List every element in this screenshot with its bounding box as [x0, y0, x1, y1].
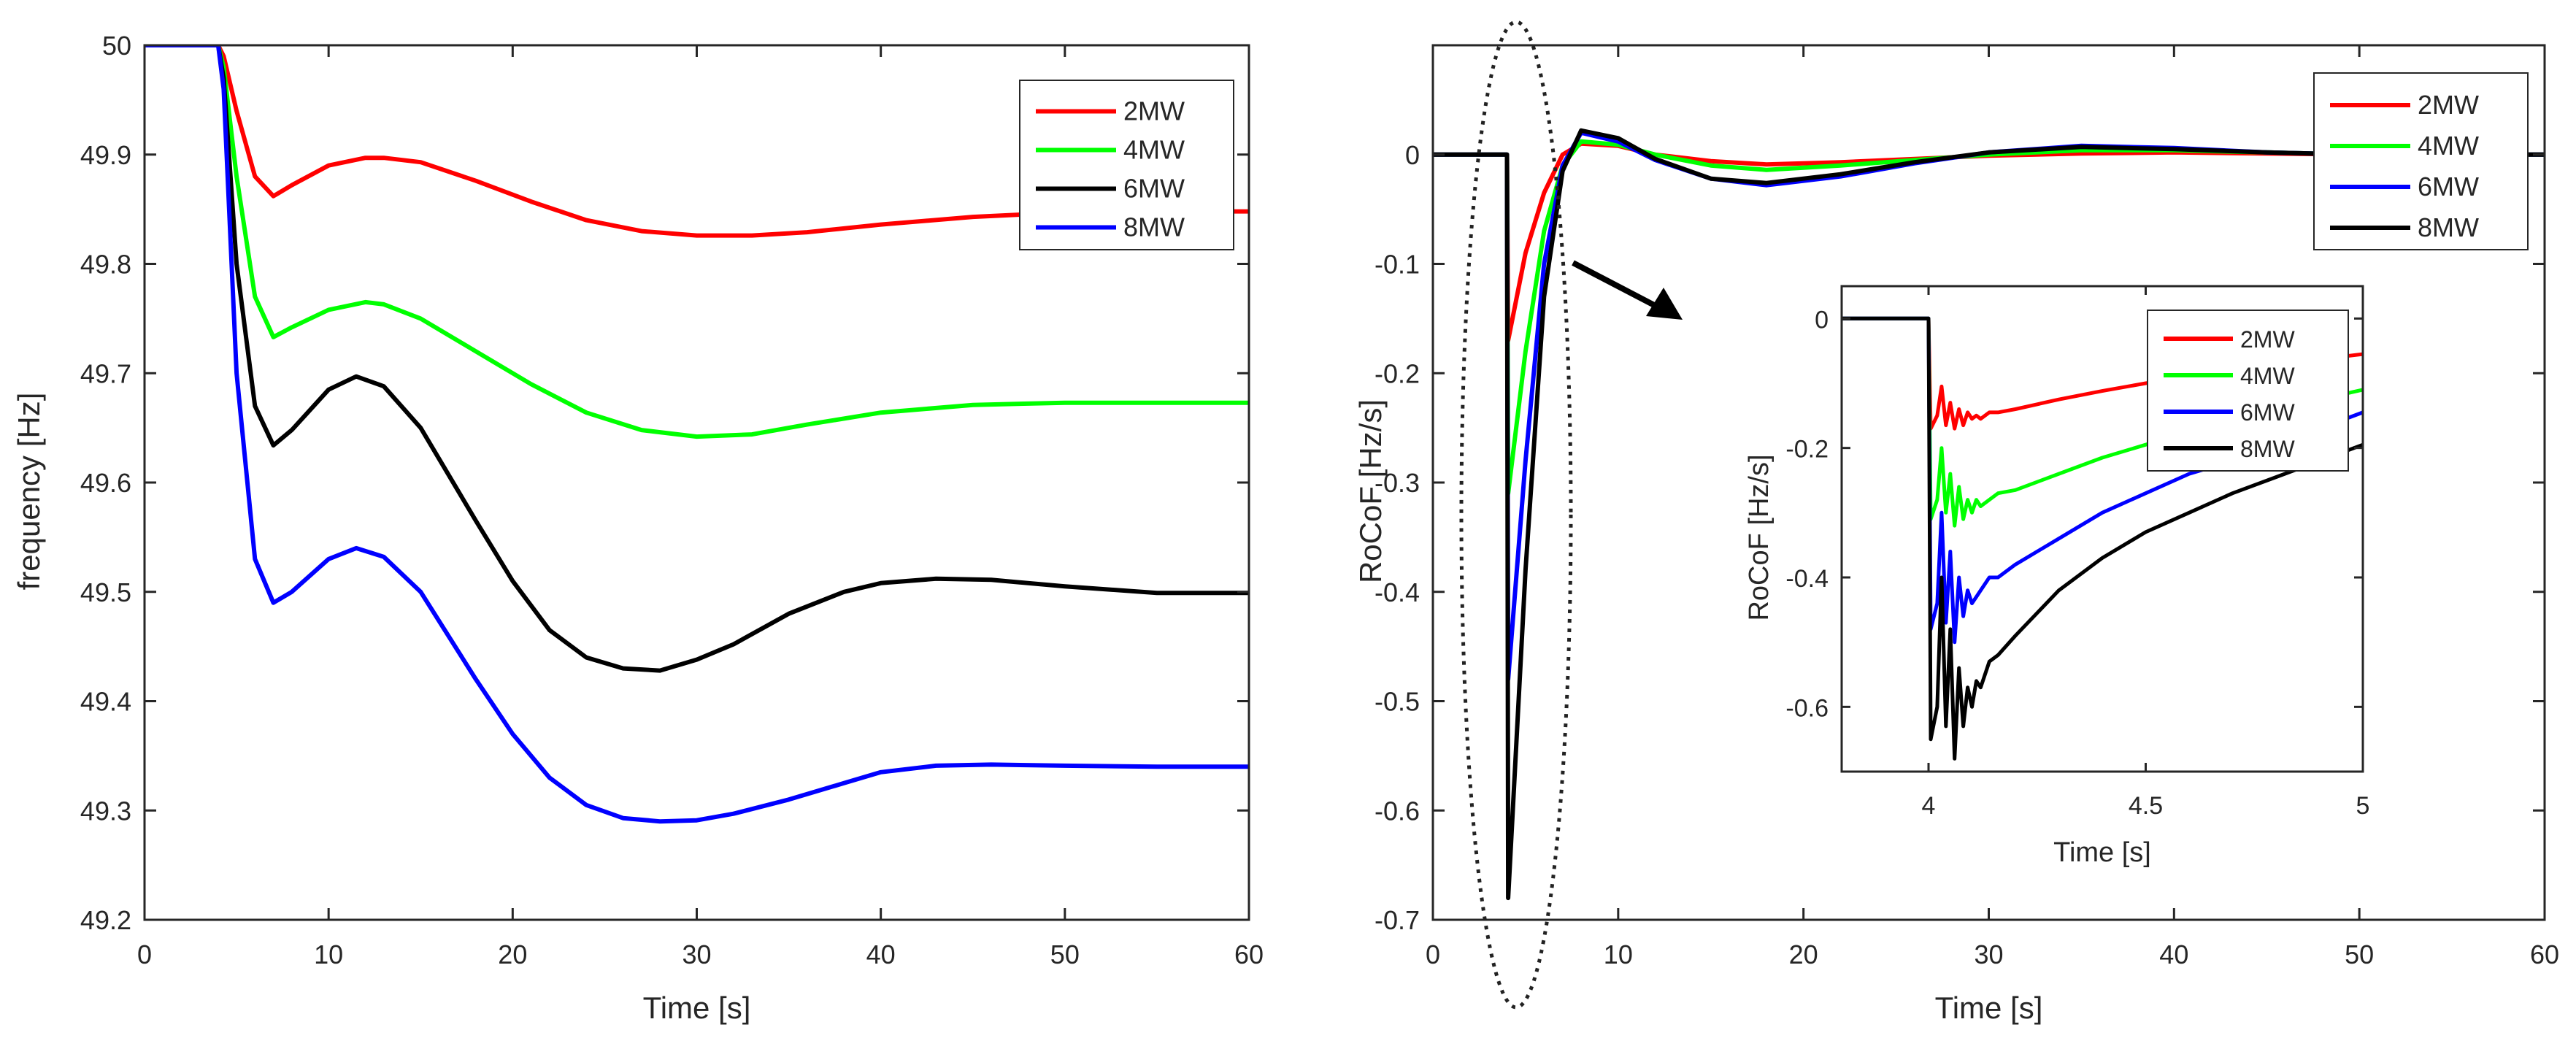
y-tick-label: -0.4	[1785, 565, 1829, 593]
zoom-arrow-head	[1646, 288, 1683, 320]
legend: 2MW 4MW 6MW 8MW	[2313, 72, 2529, 250]
x-tick-label: 0	[1426, 940, 1440, 969]
y-tick-label: -0.3	[1374, 468, 1420, 498]
x-tick-label: 20	[498, 940, 527, 969]
x-tick-label: 20	[1789, 940, 1818, 969]
legend-label-2MW: 2MW	[1123, 96, 1185, 126]
y-axis-label: RoCoF [Hz/s]	[1744, 454, 1775, 620]
legend-label-2MW: 2MW	[2418, 90, 2479, 120]
legend-box	[2313, 72, 2529, 250]
legend: 2MW 4MW 6MW 8MW	[2147, 310, 2349, 472]
x-tick-label: 30	[1974, 940, 2003, 969]
x-tick-label: 5	[2356, 792, 2370, 820]
legend-label-6MW: 6MW	[2418, 172, 2479, 201]
legend-label-4MW: 4MW	[2240, 363, 2295, 389]
y-tick-label: 49.3	[80, 796, 131, 826]
series-line-2MW	[145, 45, 1249, 238]
series-line-8MW	[145, 45, 1249, 824]
x-tick-label: 60	[1234, 940, 1264, 969]
legend-label-4MW: 4MW	[1123, 135, 1185, 165]
y-tick-label: 0	[1815, 306, 1829, 334]
legend-label-8MW: 8MW	[1123, 212, 1185, 242]
legend-label-8MW: 8MW	[2418, 212, 2479, 242]
y-tick-label: 49.8	[80, 250, 131, 280]
y-tick-label: -0.2	[1785, 436, 1829, 464]
x-tick-label: 0	[137, 940, 152, 969]
y-tick-label: -0.6	[1785, 694, 1829, 722]
x-tick-label: 10	[314, 940, 343, 969]
legend: 2MW 4MW 6MW 8MW	[1019, 80, 1234, 250]
y-tick-label: 49.9	[80, 140, 131, 170]
x-axis-label: Time [s]	[643, 991, 751, 1025]
y-axis-label: frequency [Hz]	[12, 393, 46, 591]
y-tick-label: 49.7	[80, 358, 131, 388]
y-tick-label: -0.6	[1374, 796, 1420, 826]
y-tick-label: 0	[1405, 140, 1420, 170]
series-lines	[145, 45, 1249, 824]
x-tick-label: 4.5	[2129, 792, 2163, 820]
x-tick-label: 60	[2530, 940, 2559, 969]
y-tick-label: -0.7	[1374, 905, 1420, 935]
y-axis-label: RoCoF [Hz/s]	[1353, 399, 1388, 583]
frequency-chart: 0 10 20 30 40 50 60 49.2 49.3 49.4 49.5 49.6 49.7 49.…	[12, 31, 1264, 1025]
legend-label-6MW: 6MW	[2240, 399, 2295, 426]
legend-label-4MW: 4MW	[2418, 131, 2479, 161]
x-tick-label: 40	[866, 940, 896, 969]
series-line-6MW	[1842, 316, 2363, 645]
legend-box	[1019, 80, 1234, 250]
legend-label-8MW: 8MW	[2240, 436, 2295, 462]
y-tick-label: 49.4	[80, 687, 131, 717]
y-tick-label: -0.4	[1374, 577, 1420, 607]
x-tick-label: 10	[1604, 940, 1633, 969]
y-tick-label: -0.5	[1374, 687, 1420, 717]
x-tick-label: 50	[2345, 940, 2374, 969]
y-tick-label: 49.2	[80, 905, 131, 935]
x-tick-label: 40	[2159, 940, 2188, 969]
zoom-arrow-shaft	[1572, 260, 1658, 310]
legend-label-2MW: 2MW	[2240, 326, 2295, 353]
x-axis-label: Time [s]	[1935, 991, 2043, 1025]
series-lines	[1433, 128, 2545, 901]
x-tick-label: 30	[682, 940, 711, 969]
y-tick-label: -0.1	[1374, 250, 1420, 280]
y-tick-label: -0.2	[1374, 358, 1420, 388]
series-line-8MW	[1842, 316, 2363, 761]
y-tick-label: 49.5	[80, 577, 131, 607]
legend-label-6MW: 6MW	[1123, 174, 1185, 204]
series-line-6MW	[145, 45, 1249, 673]
x-axis-label: Time [s]	[2053, 837, 2151, 868]
y-tick-label: 49.6	[80, 468, 131, 498]
axes-frame	[1840, 285, 2364, 773]
rocof-inset-chart: 4 4.5 5 -0.6 -0.4 -0.2 0 Time [s] RoCoF [Hz/s] 2M…	[1744, 285, 2370, 868]
series-line-4MW	[145, 45, 1249, 439]
dip-highlight-ellipse	[1459, 20, 1573, 1010]
x-tick-label: 50	[1050, 940, 1080, 969]
zoom-annotation	[1459, 20, 1683, 1010]
y-tick-label: 50	[102, 31, 131, 61]
x-tick-label: 4	[1922, 792, 1936, 820]
series-line-8MW	[1433, 128, 2545, 901]
